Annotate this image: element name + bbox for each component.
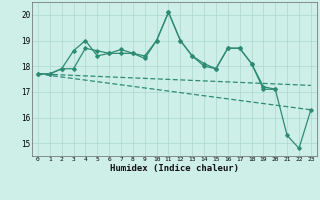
X-axis label: Humidex (Indice chaleur): Humidex (Indice chaleur) <box>110 164 239 173</box>
